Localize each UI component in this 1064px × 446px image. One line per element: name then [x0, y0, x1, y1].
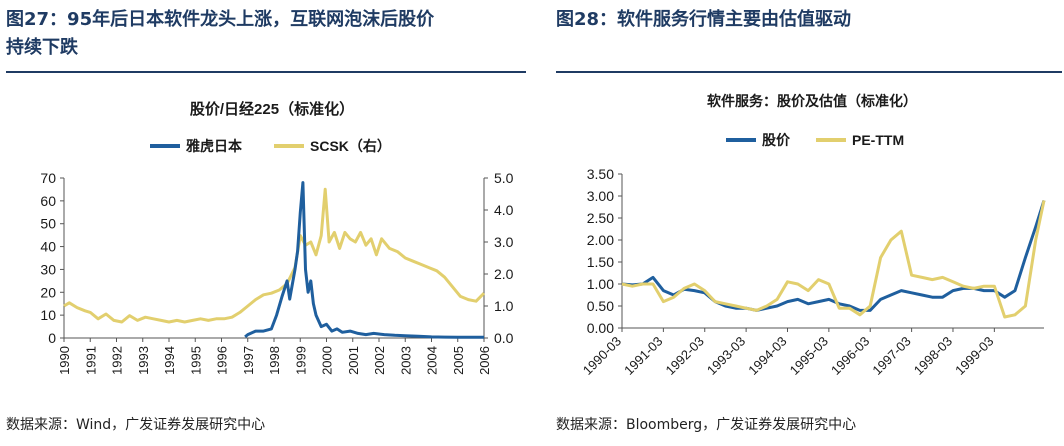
x-tick-label: 1996	[215, 346, 230, 375]
series-line-scsk	[63, 187, 486, 324]
left-title-rule	[6, 71, 526, 73]
x-tick-label: 1991	[83, 346, 98, 375]
series-line-pe-ttm	[621, 200, 1046, 319]
right-figure-title: 图28：软件服务行情主要由估值驱动	[556, 9, 852, 30]
y-tick-label: 0.00	[587, 320, 614, 336]
y-right-tick-label: 5.0	[494, 170, 514, 186]
legend-label-pe-ttm: PE-TTM	[852, 132, 904, 148]
y-tick-label: 1.00	[587, 276, 614, 292]
y-left-tick-label: 50	[40, 216, 56, 232]
y-tick-label: 1.50	[587, 254, 614, 270]
series-line-yahoo-japan	[244, 181, 484, 339]
x-tick-label: 2001	[346, 346, 361, 375]
y-left-tick-label: 70	[40, 170, 56, 186]
y-left-tick-label: 0	[48, 330, 56, 346]
left-figure-title: 图27：95年后日本软件龙头上涨，互联网泡沫后股价 持续下跌	[6, 6, 526, 62]
x-tick-label: 1998-03	[911, 334, 955, 378]
x-tick-label: 1993	[136, 346, 151, 375]
left-figure-title-line1: 图27：95年后日本软件龙头上涨，互联网泡沫后股价	[6, 9, 435, 30]
chart-series	[621, 199, 1046, 319]
chart-axes: 0.000.501.001.502.002.503.003.501990-031…	[580, 166, 1044, 378]
chart-title: 股价/日经225（标准化）	[190, 100, 354, 118]
y-right-tick-label: 2.0	[494, 266, 514, 282]
y-left-tick-label: 60	[40, 193, 56, 209]
y-left-tick-label: 40	[40, 239, 56, 255]
x-tick-label: 1995	[188, 346, 203, 375]
y-tick-label: 2.50	[587, 210, 614, 226]
chart-legend: 雅虎日本 SCSK（右）	[150, 138, 391, 154]
y-tick-label: 0.50	[587, 298, 614, 314]
legend-label-scsk: SCSK（右）	[310, 138, 391, 154]
x-tick-label: 1992-03	[663, 334, 707, 378]
x-tick-label: 2002	[372, 346, 387, 375]
x-tick-label: 2005	[451, 346, 466, 375]
x-tick-label: 1994	[162, 346, 177, 375]
x-tick-label: 1993-03	[704, 334, 748, 378]
legend-label-yahoo-japan: 雅虎日本	[186, 138, 243, 154]
legend-label-stock-price: 股价	[762, 132, 791, 148]
left-source-note: 数据来源：Wind，广发证券发展研究中心	[6, 417, 266, 433]
x-tick-label: 2006	[477, 346, 492, 375]
chart-legend: 股价 PE-TTM	[726, 132, 904, 148]
left-chart: 股价/日经225（标准化） 雅虎日本 SCSK（右） 0 10 20 30 40 50 60…	[40, 100, 513, 375]
x-tick-label: 1991-03	[621, 334, 665, 378]
right-figure-panel: 图28：软件服务行情主要由估值驱动 软件服务：股价及估值（标准化） 股价 PE-…	[550, 0, 1064, 446]
x-tick-label: 1990-03	[580, 334, 624, 378]
x-tick-label: 1990	[57, 346, 72, 375]
x-tick-label: 2004	[425, 346, 440, 375]
x-tick-label: 2003	[398, 346, 413, 375]
y-right-tick-label: 3.0	[494, 234, 514, 250]
y-right-tick-label: 0.0	[494, 330, 514, 346]
chart-title: 软件服务：股价及估值（标准化）	[707, 93, 917, 109]
y-tick-label: 3.50	[587, 166, 614, 182]
right-title-rule	[556, 71, 1062, 73]
x-tick-label: 1996-03	[828, 334, 872, 378]
y-right-tick-label: 4.0	[494, 202, 514, 218]
chart-series	[63, 181, 486, 339]
x-tick-label: 1994-03	[745, 334, 789, 378]
x-tick-label: 2000	[320, 346, 335, 375]
y-right-tick-label: 1.0	[494, 298, 514, 314]
y-tick-label: 3.00	[587, 188, 614, 204]
left-figure-panel: 图27：95年后日本软件龙头上涨，互联网泡沫后股价 持续下跌 股价/日经225（…	[0, 0, 530, 446]
right-source-note: 数据来源：Bloomberg，广发证券发展研究中心	[556, 417, 857, 433]
x-tick-label: 1998	[267, 346, 282, 375]
y-left-tick-label: 20	[40, 284, 56, 300]
x-tick-label: 1995-03	[787, 334, 831, 378]
y-left-tick-label: 30	[40, 261, 56, 277]
x-tick-label: 1999-03	[952, 334, 996, 378]
x-tick-label: 1997-03	[869, 334, 913, 378]
y-tick-label: 2.00	[587, 232, 614, 248]
chart-axes: 0 10 20 30 40 50 60 70 0.0 1.0 2.0 3.0 4.0 5.0 1990 199…	[40, 170, 513, 375]
x-tick-label: 1992	[110, 346, 125, 375]
x-tick-label: 1999	[293, 346, 308, 375]
y-left-tick-label: 10	[40, 307, 56, 323]
left-figure-title-line2: 持续下跌	[6, 37, 78, 58]
x-tick-label: 1997	[241, 346, 256, 375]
right-chart: 软件服务：股价及估值（标准化） 股价 PE-TTM 0.00 0.50 1.00 1.…	[580, 93, 1046, 378]
